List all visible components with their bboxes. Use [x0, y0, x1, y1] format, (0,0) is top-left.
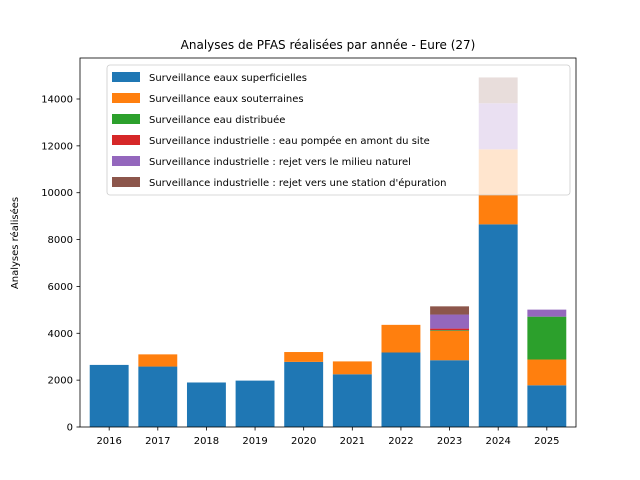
- legend-swatch: [112, 72, 140, 82]
- x-tick-label: 2024: [485, 436, 510, 447]
- bar-2024-series-0: [478, 224, 518, 427]
- bar-2021-series-0: [332, 374, 372, 427]
- y-tick-label: 2000: [48, 376, 73, 387]
- legend-label: Surveillance eaux superficielles: [149, 73, 307, 84]
- axes-group: 0 2000 4000 6000 8000 10000 12000 14000 2016 2017…: [41, 57, 577, 447]
- x-tick-label: 2019: [242, 436, 267, 447]
- plot-frame: [79, 57, 577, 428]
- bar-2017-series-0: [138, 366, 178, 427]
- x-tick-label: 2020: [291, 436, 316, 447]
- legend-label: Surveillance eau distribuée: [149, 114, 285, 126]
- y-tick-label: 4000: [48, 329, 73, 340]
- y-tick-label: 12000: [41, 141, 73, 152]
- chart-title: Analyses de PFAS réalisées par année - E…: [181, 38, 476, 52]
- legend-box: [106, 64, 571, 196]
- x-tick-label: 2021: [340, 436, 365, 447]
- legend: Surveillance eaux superficielles Surveill…: [106, 64, 571, 196]
- bar-2017-series-1: [138, 354, 178, 367]
- y-axis-label: Analyses réalisées: [9, 197, 21, 289]
- legend-swatch: [112, 156, 140, 166]
- bar-2023-series-1: [430, 330, 470, 361]
- bar-2022-series-0: [381, 352, 421, 427]
- bar-2023-series-2: [430, 330, 470, 331]
- bar-2025-series-4: [527, 309, 567, 317]
- legend-swatch: [112, 177, 140, 187]
- y-tick-label: 14000: [41, 95, 73, 106]
- x-tick-label: 2017: [145, 436, 170, 447]
- bar-2016-series-0: [89, 364, 129, 427]
- x-tick-label: 2022: [388, 436, 413, 447]
- y-tick-label: 0: [67, 423, 73, 434]
- legend-label: Surveillance eaux souterraines: [149, 94, 304, 105]
- legend-label: Surveillance industrielle : rejet vers l…: [149, 157, 411, 168]
- legend-swatch: [112, 135, 140, 145]
- bar-2023-series-5: [430, 306, 470, 315]
- bar-2023-series-4: [430, 314, 470, 329]
- legend-label: Surveillance industrielle : rejet vers u…: [149, 177, 446, 189]
- bar-2021-series-1: [332, 361, 372, 375]
- bar-2025-series-2: [527, 316, 567, 360]
- bar-2019-series-0: [235, 380, 275, 427]
- bar-2020-series-1: [284, 352, 324, 362]
- x-tick-label: 2016: [96, 436, 121, 447]
- bar-2023-series-3: [430, 328, 470, 331]
- legend-label: Surveillance industrielle : eau pompée e…: [149, 135, 430, 147]
- bar-2025-series-0: [527, 385, 567, 427]
- y-tick-label: 6000: [48, 282, 73, 293]
- x-tick-label: 2023: [437, 436, 462, 447]
- x-tick-label: 2025: [534, 436, 559, 447]
- bar-2023-series-0: [430, 360, 470, 427]
- bar-2022-series-1: [381, 324, 421, 353]
- legend-swatch: [112, 93, 140, 103]
- bar-2020-series-0: [284, 361, 324, 427]
- y-tick-label: 8000: [48, 235, 73, 246]
- legend-swatch: [112, 114, 140, 124]
- x-tick-label: 2018: [194, 436, 219, 447]
- y-tick-label: 10000: [41, 188, 73, 199]
- bar-2018-series-0: [186, 382, 226, 427]
- bar-2025-series-1: [527, 359, 567, 386]
